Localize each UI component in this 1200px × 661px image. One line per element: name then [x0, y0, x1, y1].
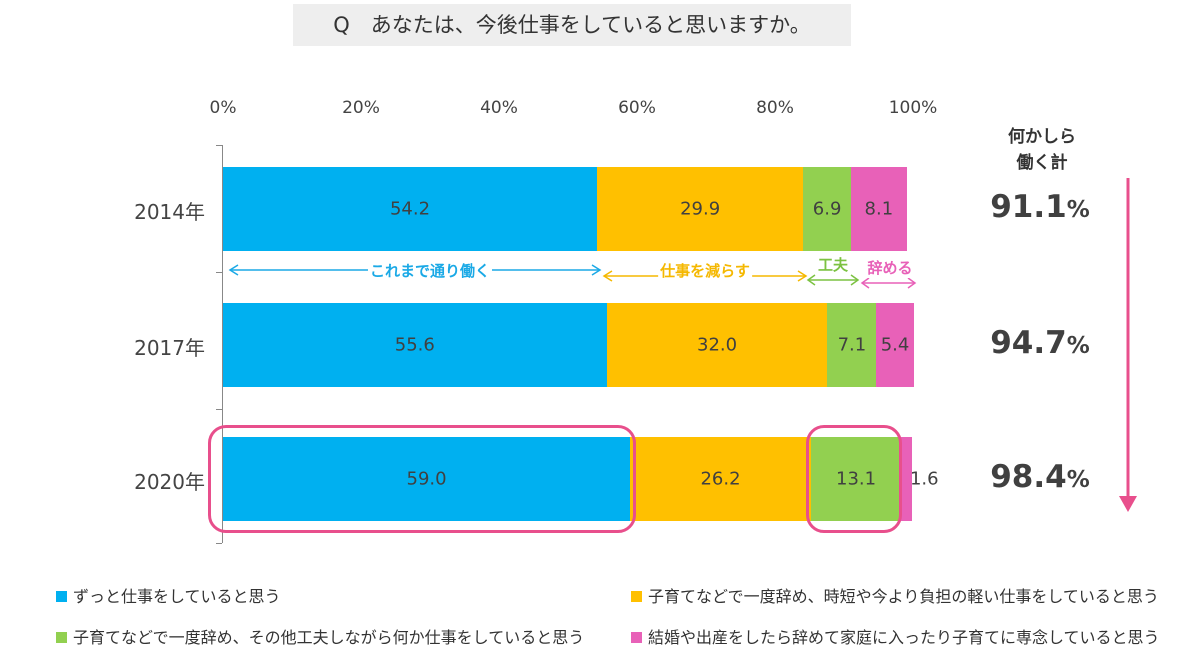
y-tick-mark — [216, 145, 222, 146]
bar-segment-devise — [803, 167, 851, 251]
x-tick-label: 80% — [756, 98, 794, 118]
data-label: 1.6 — [909, 468, 939, 490]
summary-header: 何かしら 働く計 — [992, 124, 1092, 176]
y-category-label: 2017年 — [134, 336, 205, 360]
bar-segment-reduce — [630, 437, 811, 521]
legend-swatch-reduce — [631, 591, 642, 602]
data-label: 6.9 — [812, 198, 842, 220]
data-label: 26.2 — [700, 468, 741, 490]
bar-segment-quit — [876, 303, 914, 387]
annotation-continue-working: これまで通り働く — [367, 260, 493, 281]
data-label: 13.1 — [836, 468, 877, 490]
legend-item-devise: 子育てなどで一度辞め、その他工夫しながら何か仕事をしていると思う — [56, 624, 584, 648]
legend-item-reduce: 子育てなどで一度辞め、時短や今より負担の軽い仕事をしていると思う — [631, 583, 1159, 607]
bar-segment-reduce — [596, 167, 804, 251]
data-label: 8.1 — [864, 198, 894, 220]
legend-label-quit: 結婚や出産をしたら辞めて家庭に入ったり子育てに専念していると思う — [648, 628, 1160, 647]
summary-total-value: 91.1% — [965, 189, 1115, 225]
annotation-devise: 工夫 — [815, 254, 851, 275]
legend-item-always: ずっと仕事をしていると思う — [56, 583, 281, 607]
legend-item-quit: 結婚や出産をしたら辞めて家庭に入ったり子育てに専念していると思う — [631, 624, 1160, 648]
legend-label-reduce: 子育てなどで一度辞め、時短や今より負担の軽い仕事をしていると思う — [648, 587, 1159, 606]
data-label: 54.2 — [389, 198, 431, 220]
x-tick-label: 100% — [888, 98, 938, 118]
y-tick-mark — [216, 272, 222, 273]
bar-segment-always — [223, 303, 607, 387]
data-label: 7.1 — [837, 334, 867, 356]
bar-row — [223, 303, 914, 387]
legend-label-devise: 子育てなどで一度辞め、その他工夫しながら何か仕事をしていると思う — [73, 628, 585, 647]
x-tick-label: 0% — [209, 98, 237, 118]
summary-total-number: 91.1 — [990, 189, 1067, 225]
summary-total-unit: % — [1066, 197, 1090, 223]
data-label: 59.0 — [406, 468, 447, 490]
bar-row — [223, 167, 913, 251]
summary-total-value: 94.7% — [965, 325, 1115, 361]
legend-swatch-devise — [56, 632, 67, 643]
y-category-label: 2014年 — [134, 200, 205, 224]
data-label: 5.4 — [880, 334, 910, 356]
summary-header-line2: 働く計 — [1016, 153, 1068, 173]
bar-row — [223, 437, 913, 521]
x-tick-label: 20% — [342, 98, 380, 118]
annotation-quit: 辞める — [865, 257, 915, 278]
bar-segment-quit — [901, 437, 913, 521]
bar-segment-reduce — [606, 303, 828, 387]
legend-label-always: ずっと仕事をしていると思う — [73, 587, 281, 606]
data-label: 55.6 — [394, 334, 435, 356]
bar-segment-always — [223, 437, 631, 521]
y-tick-mark — [216, 409, 222, 410]
x-tick-label: 40% — [480, 98, 518, 118]
data-label: 32.0 — [696, 334, 738, 356]
bar-segment-devise — [827, 303, 877, 387]
summary-header-line1: 何かしら — [1008, 127, 1076, 147]
y-category-label: 2020年 — [134, 470, 205, 494]
x-tick-label: 60% — [618, 98, 656, 118]
bar-segment-devise — [810, 437, 902, 521]
legend-swatch-always — [56, 591, 67, 602]
summary-total-value: 98.4% — [965, 459, 1115, 495]
data-label: 29.9 — [680, 198, 721, 220]
summary-total-number: 98.4 — [990, 459, 1067, 495]
question-text: Q あなたは、今後仕事をしていると思いますか。 — [333, 13, 811, 37]
legend-swatch-quit — [631, 632, 642, 643]
summary-total-unit: % — [1066, 467, 1090, 493]
highlight-box-always-2020 — [208, 425, 636, 533]
question-banner: Q あなたは、今後仕事をしていると思いますか。 — [293, 4, 851, 46]
bar-segment-quit — [850, 167, 907, 251]
bar-segment-always — [223, 167, 597, 251]
summary-total-number: 94.7 — [990, 325, 1067, 361]
y-axis-line — [222, 145, 223, 543]
highlight-box-devise-2020 — [806, 425, 902, 533]
annotation-reduce-work: 仕事を減らす — [658, 260, 752, 281]
y-tick-mark — [216, 543, 222, 544]
summary-total-unit: % — [1066, 333, 1090, 359]
